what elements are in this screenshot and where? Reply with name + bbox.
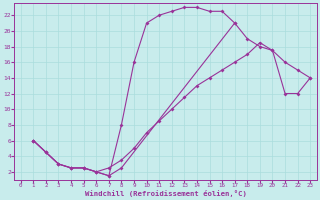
X-axis label: Windchill (Refroidissement éolien,°C): Windchill (Refroidissement éolien,°C): [84, 190, 246, 197]
